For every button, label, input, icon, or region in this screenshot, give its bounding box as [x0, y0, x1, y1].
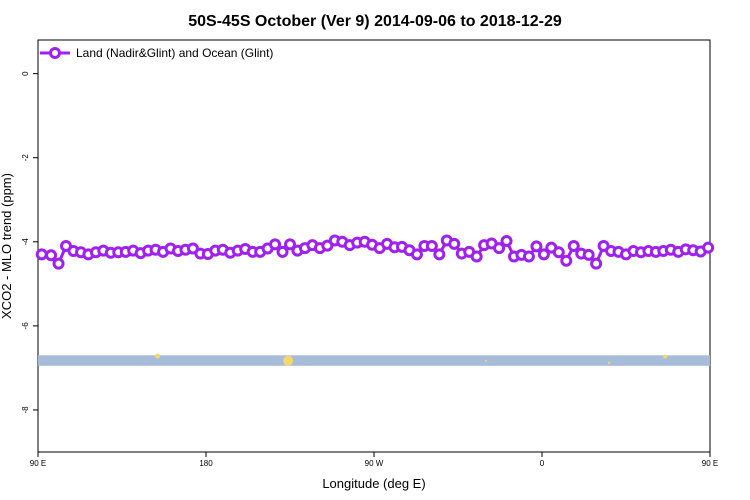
x-tick-label: 90 W: [365, 459, 384, 468]
data-point: [560, 254, 573, 267]
data-point: [269, 238, 282, 251]
x-axis: 90 E 180 90 W 0 90 E: [30, 452, 718, 468]
y-tick-label: -2: [21, 154, 30, 162]
x-tick-label: 90 E: [30, 459, 46, 468]
x-axis-label: Longitude (deg E): [322, 476, 425, 491]
y-axis: 0 -2 -4 -6 -8: [21, 71, 38, 414]
y-axis-label: XCO2 - MLO trend (ppm): [0, 173, 14, 319]
band: [38, 355, 710, 366]
marker: [608, 361, 611, 365]
data-point: [448, 237, 461, 250]
data-point: [284, 238, 296, 251]
data-point: [470, 250, 483, 263]
data-point: [433, 248, 446, 261]
data-point: [410, 248, 423, 261]
y-tick-label: -8: [21, 406, 30, 414]
data-point: [522, 250, 535, 263]
data-point: [552, 246, 565, 259]
x-tick-label: 90 E: [702, 459, 718, 468]
y-tick-label: 0: [21, 71, 30, 76]
legend-label: Land (Nadir&Glint) and Ocean (Glint): [76, 46, 273, 60]
marker-layer: [154, 353, 668, 366]
data-point: [35, 248, 48, 261]
marker: [283, 355, 294, 366]
data-point: [702, 241, 715, 254]
legend: Land (Nadir&Glint) and Ocean (Glint): [40, 46, 273, 60]
data-point: [582, 248, 595, 261]
marker: [663, 354, 668, 359]
marker: [154, 353, 160, 359]
data-point: [45, 249, 58, 262]
data-point: [493, 242, 506, 255]
x-tick-label: 180: [199, 459, 213, 468]
legend-marker: [49, 47, 61, 59]
series-layer: [35, 234, 715, 270]
data-point: [276, 245, 289, 258]
y-tick-label: -6: [21, 322, 30, 330]
x-tick-label: 0: [540, 459, 545, 468]
data-point: [590, 257, 603, 270]
data-point: [530, 240, 543, 253]
data-point: [567, 240, 580, 252]
data-point: [500, 234, 513, 247]
data-point: [425, 240, 438, 252]
data-point: [537, 248, 550, 261]
chart-title: 50S-45S October (Ver 9) 2014-09-06 to 20…: [188, 13, 562, 30]
marker: [485, 359, 487, 362]
band-layer: [38, 355, 710, 366]
data-point: [52, 257, 65, 270]
y-tick-label: -4: [21, 238, 30, 246]
